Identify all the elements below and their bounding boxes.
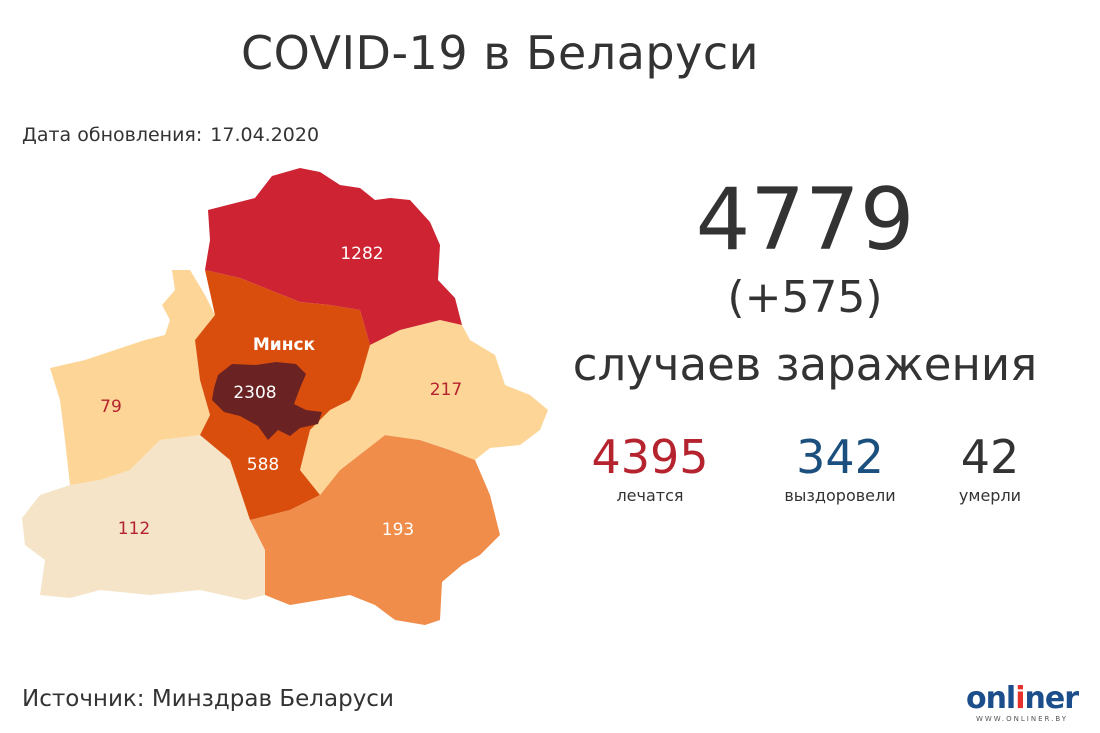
region-label-grodno: 79 bbox=[100, 397, 122, 417]
logo-brand-accent: i bbox=[1015, 681, 1025, 716]
new-cases: (+575) bbox=[727, 272, 883, 323]
logo-site: WWW.ONLINER.BY bbox=[975, 715, 1069, 723]
update-date: 17.04.2020 bbox=[210, 124, 320, 146]
region-label-minsk-city-name: Минск bbox=[253, 335, 316, 355]
map-svg: 1282 Минск 2308 588 217 193 79 112 bbox=[22, 168, 548, 625]
total-cases: 4779 bbox=[695, 170, 915, 270]
stat-treated-label: лечатся bbox=[616, 486, 684, 505]
stat-died: 42 умерли bbox=[930, 430, 1050, 505]
region-minsk-city bbox=[212, 362, 322, 440]
update-info: Дата обновления: 17.04.2020 bbox=[22, 124, 319, 146]
stat-recovered-value: 342 bbox=[796, 430, 884, 484]
stat-treated: 4395 лечатся bbox=[570, 430, 730, 505]
stat-died-value: 42 bbox=[960, 430, 1020, 484]
logo-brand-main: onl bbox=[965, 681, 1016, 716]
belarus-map: 1282 Минск 2308 588 217 193 79 112 bbox=[0, 150, 600, 650]
region-grodno bbox=[50, 270, 215, 485]
logo-brand-end: ner bbox=[1024, 681, 1079, 716]
region-label-minsk-city: 2308 bbox=[233, 383, 276, 403]
stat-treated-value: 4395 bbox=[591, 430, 709, 484]
region-label-vitebsk: 1282 bbox=[340, 244, 383, 264]
region-vitebsk bbox=[205, 168, 462, 345]
region-label-brest: 112 bbox=[118, 519, 150, 539]
stat-died-label: умерли bbox=[958, 486, 1022, 505]
update-label: Дата обновления: bbox=[22, 124, 203, 146]
stat-recovered: 342 выздоровели bbox=[760, 430, 920, 505]
onliner-logo: onliner WWW.ONLINER.BY bbox=[960, 684, 1084, 724]
region-label-minsk-region: 588 bbox=[247, 455, 279, 475]
region-label-gomel: 193 bbox=[382, 520, 414, 540]
region-gomel bbox=[250, 435, 500, 625]
region-label-mogilev: 217 bbox=[430, 380, 462, 400]
source-note: Источник: Минздрав Беларуси bbox=[22, 686, 394, 712]
stat-recovered-label: выздоровели bbox=[784, 486, 896, 505]
cases-label: случаев заражения bbox=[572, 338, 1038, 391]
logo-brand: onliner bbox=[960, 684, 1084, 714]
region-brest bbox=[22, 435, 265, 600]
page-title: COVID-19 в Беларуси bbox=[240, 26, 759, 80]
